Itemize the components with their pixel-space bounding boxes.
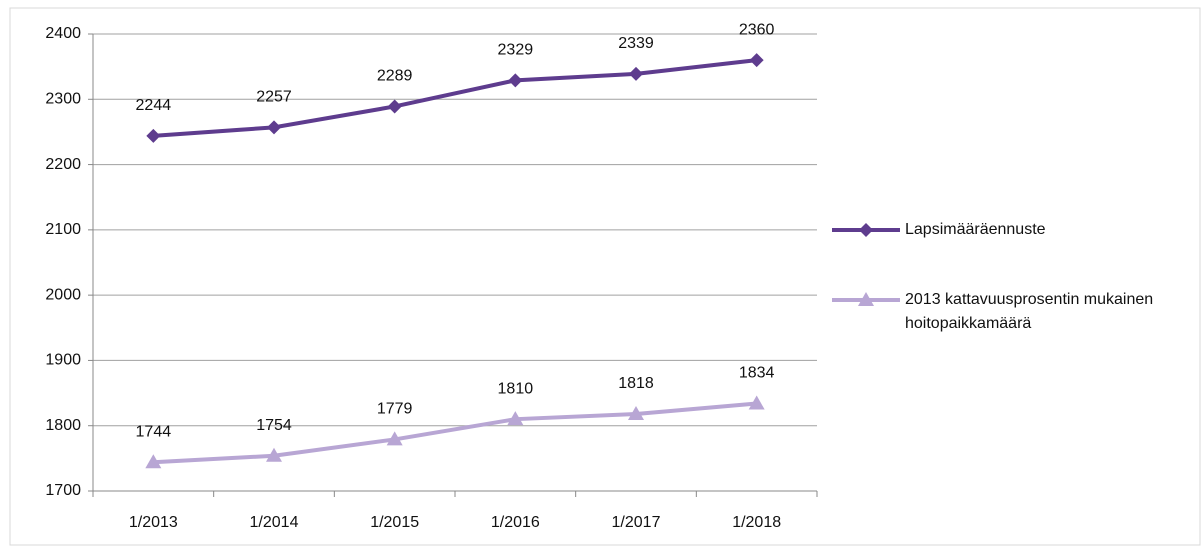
marker: [146, 128, 161, 143]
legend-label: Lapsimääräennuste: [905, 221, 1046, 238]
marker: [386, 431, 403, 446]
marker: [507, 411, 524, 426]
data-label: 1779: [377, 401, 413, 418]
marker: [508, 73, 523, 88]
marker: [748, 395, 765, 410]
data-label: 1810: [498, 380, 534, 397]
data-label: 2339: [618, 35, 654, 52]
x-tick-label: 1/2014: [250, 514, 299, 531]
y-tick-label: 2300: [45, 91, 81, 108]
marker: [749, 53, 764, 68]
marker: [628, 405, 644, 420]
marker: [267, 120, 281, 135]
y-tick-label: 2400: [45, 25, 81, 42]
y-tick-label: 1800: [45, 417, 81, 434]
x-tick-label: 1/2015: [370, 514, 419, 531]
series-line: [153, 401, 757, 465]
y-tick-label: 1900: [45, 352, 81, 369]
x-tick-label: 1/2017: [612, 514, 661, 531]
y-tick-label: 1700: [45, 482, 81, 499]
marker: [858, 292, 874, 306]
frame: [9, 7, 1201, 546]
data-label: 2289: [377, 68, 413, 85]
data-label: 1744: [136, 423, 172, 440]
marker: [629, 66, 643, 81]
series-line: [153, 58, 757, 138]
data-label: 1754: [256, 417, 292, 434]
x-tick-label: 1/2016: [491, 514, 540, 531]
data-label: 2360: [739, 21, 775, 38]
marker: [387, 99, 402, 114]
data-label: 2329: [498, 42, 534, 59]
marker: [145, 454, 162, 469]
data-label: 1818: [618, 375, 654, 392]
data-label: 1834: [739, 365, 775, 382]
data-label: 2244: [136, 97, 172, 114]
x-tick-label: 1/2013: [129, 514, 178, 531]
legend-label: 2013 kattavuusprosentin mukainen hoitopa…: [905, 291, 1154, 332]
marker: [859, 223, 873, 237]
x-tick-label: 1/2018: [732, 514, 781, 531]
y-tick-label: 2100: [45, 221, 81, 238]
marker: [266, 447, 282, 462]
y-tick-label: 2000: [45, 286, 81, 303]
data-label: 2257: [256, 89, 292, 106]
y-tick-label: 2200: [45, 156, 81, 173]
